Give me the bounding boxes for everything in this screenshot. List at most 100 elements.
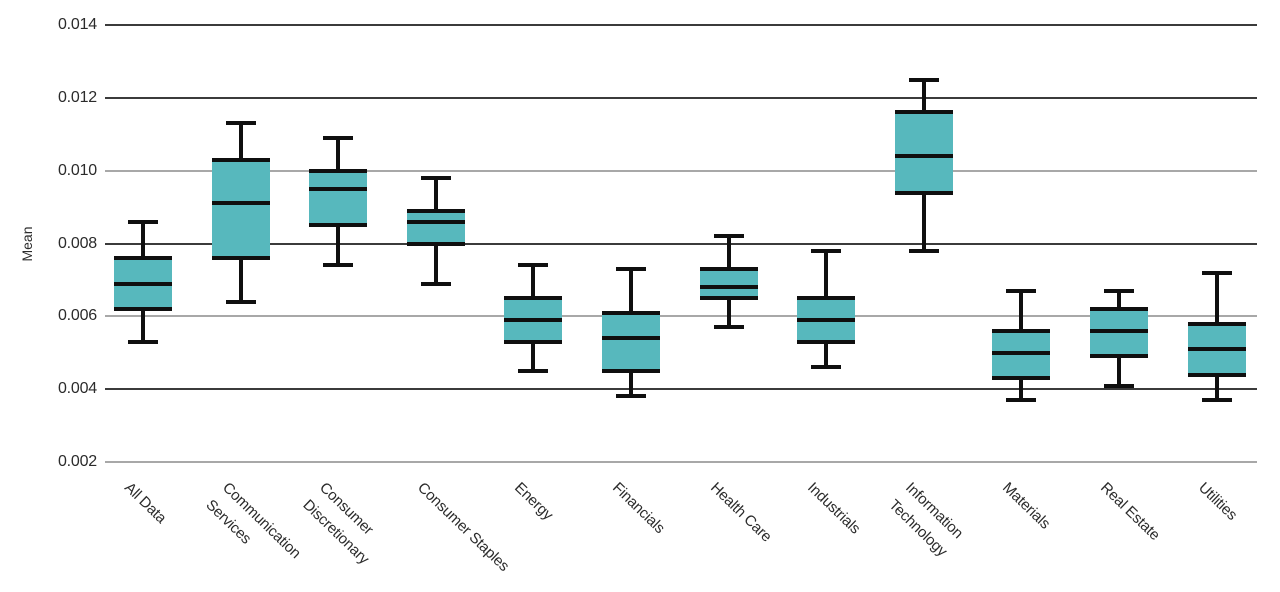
median-line xyxy=(602,336,660,341)
gridline xyxy=(105,315,1257,318)
whisker-stem-bottom xyxy=(531,341,536,371)
x-category-label: Consumer Discretionary xyxy=(297,477,391,571)
box-top-edge xyxy=(602,310,660,315)
box-top-edge xyxy=(992,328,1051,333)
box-bottom-edge xyxy=(504,339,563,344)
x-category-label: Materials xyxy=(997,477,1056,535)
y-tick-label: 0.004 xyxy=(57,380,97,398)
median-line xyxy=(992,350,1051,355)
y-axis-title: Mean xyxy=(19,225,35,262)
whisker-cap-top xyxy=(518,263,549,268)
box xyxy=(309,170,368,226)
median-line xyxy=(699,285,758,290)
box-bottom-edge xyxy=(699,296,758,301)
whisker-stem-bottom xyxy=(238,258,243,302)
whisker-stem-bottom xyxy=(433,243,438,284)
whisker-cap-top xyxy=(128,219,158,224)
whisker-stem-bottom xyxy=(1214,374,1219,401)
box-top-edge xyxy=(406,208,465,213)
whisker-stem-top xyxy=(1117,290,1121,310)
whisker-stem-top xyxy=(824,250,829,299)
y-tick-label: 0.006 xyxy=(57,307,97,325)
x-category-label-line: Consumer Staples xyxy=(413,479,513,575)
box-bottom-edge xyxy=(1090,354,1148,359)
box-top-edge xyxy=(894,110,953,115)
whisker-stem-top xyxy=(141,221,145,259)
y-tick-label: 0.012 xyxy=(57,88,97,106)
gridline xyxy=(105,461,1257,463)
whisker-stem-bottom xyxy=(726,298,731,328)
gridline xyxy=(105,96,1257,99)
x-category-label: Financials xyxy=(606,477,670,540)
box-top-edge xyxy=(504,296,563,301)
box xyxy=(894,112,953,193)
whisker-stem-top xyxy=(433,177,438,211)
x-category-label: Real Estate xyxy=(1094,477,1165,547)
whisker-cap-bottom xyxy=(420,281,451,286)
x-category-label: Industrials xyxy=(802,477,866,540)
x-category-label-line: Utilities xyxy=(1194,479,1240,524)
whisker-cap-top xyxy=(1201,270,1232,275)
median-line xyxy=(1187,347,1246,352)
x-category-label-line: Real Estate xyxy=(1097,479,1164,544)
whisker-cap-top xyxy=(420,175,451,180)
median-line xyxy=(406,219,465,224)
x-category-label: Utilities xyxy=(1192,477,1242,527)
gridline xyxy=(105,388,1257,391)
x-category-label: All Data xyxy=(118,477,171,530)
box-bottom-edge xyxy=(1187,372,1246,377)
whisker-stem-bottom xyxy=(336,225,341,266)
whisker-cap-bottom xyxy=(616,394,646,399)
box xyxy=(211,159,270,259)
gridline xyxy=(105,24,1257,26)
whisker-stem-top xyxy=(726,236,731,269)
box-top-edge xyxy=(211,157,270,162)
x-category-label-line: Industrials xyxy=(804,479,864,538)
x-category-label: Consumer Staples xyxy=(411,477,514,578)
x-category-label-line: Energy xyxy=(511,479,557,524)
box-top-edge xyxy=(309,168,368,173)
whisker-stem-bottom xyxy=(141,309,145,342)
gridline xyxy=(105,169,1257,172)
box-bottom-edge xyxy=(211,256,270,261)
box-bottom-edge xyxy=(797,339,856,344)
y-tick-label: 0.010 xyxy=(57,161,97,179)
box-top-edge xyxy=(114,256,172,261)
box-bottom-edge xyxy=(309,223,368,228)
x-category-label: Communication Services xyxy=(199,477,305,582)
whisker-cap-bottom xyxy=(518,368,549,373)
whisker-cap-top xyxy=(908,77,939,82)
whisker-cap-top xyxy=(1104,288,1134,293)
whisker-cap-top xyxy=(1006,288,1037,293)
whisker-stem-bottom xyxy=(921,192,926,251)
median-line xyxy=(894,154,953,159)
x-category-label-line: Financials xyxy=(609,479,669,537)
whisker-stem-bottom xyxy=(1117,356,1121,386)
box xyxy=(699,268,758,299)
whisker-stem-top xyxy=(531,265,536,299)
whisker-stem-bottom xyxy=(1019,378,1024,401)
whisker-cap-top xyxy=(225,121,256,126)
box xyxy=(406,210,465,244)
box-bottom-edge xyxy=(602,368,660,373)
x-category-label: Information Technology xyxy=(882,477,968,563)
box xyxy=(602,312,660,371)
x-category-label: Energy xyxy=(509,477,559,526)
whisker-cap-top xyxy=(811,248,842,253)
median-line xyxy=(797,317,856,322)
whisker-cap-bottom xyxy=(323,263,354,268)
box-bottom-edge xyxy=(114,307,172,312)
whisker-stem-top xyxy=(238,123,243,160)
y-tick-label: 0.008 xyxy=(57,234,97,252)
median-line xyxy=(1090,328,1148,333)
box-top-edge xyxy=(797,296,856,301)
x-category-label-line: Health Care xyxy=(706,479,775,546)
whisker-stem-top xyxy=(1019,290,1024,331)
whisker-cap-top xyxy=(713,234,744,239)
x-category-label: Health Care xyxy=(704,477,777,548)
box-top-edge xyxy=(1090,307,1148,312)
box-top-edge xyxy=(699,266,758,271)
whisker-cap-bottom xyxy=(225,299,256,304)
whisker-cap-bottom xyxy=(1201,398,1232,403)
